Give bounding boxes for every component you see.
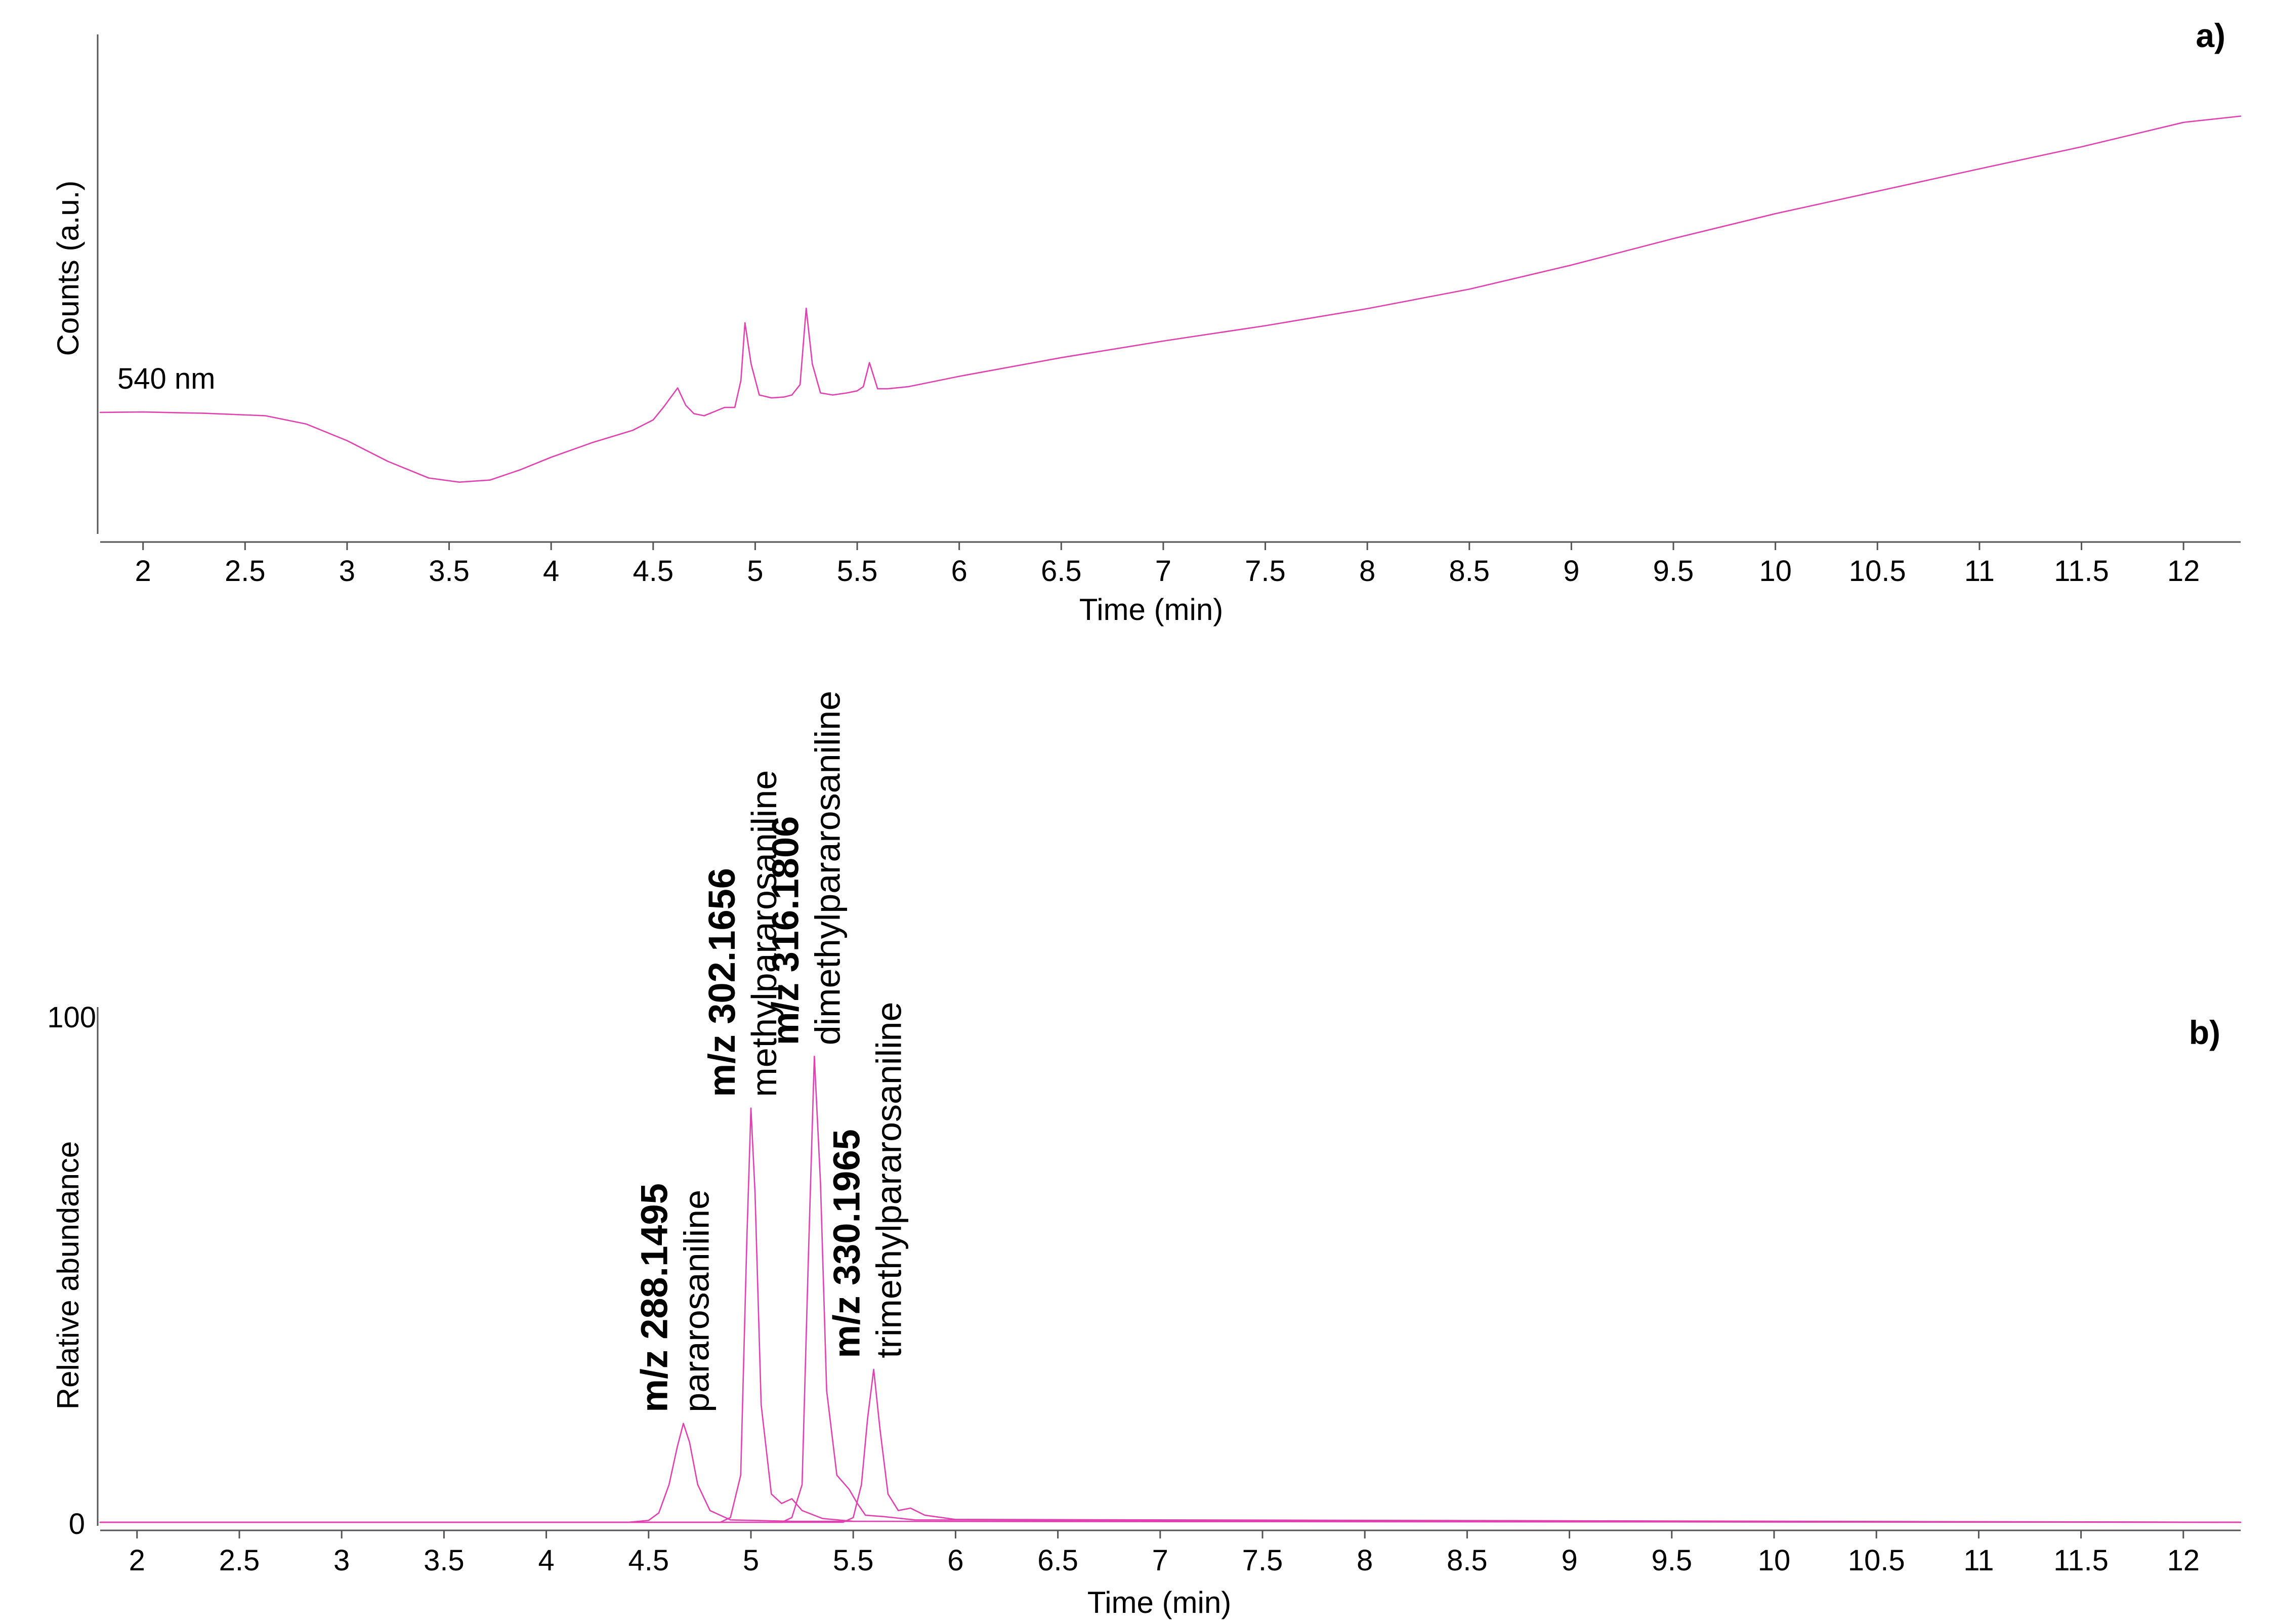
panel-b-x-tick-label: 7.5 <box>1242 1544 1283 1577</box>
panel-a-x-tick-label: 9.5 <box>1653 555 1694 588</box>
panel-a-traces <box>99 115 2242 483</box>
panel-b-y-tick-100: 100 <box>47 1001 96 1034</box>
panel-a-x-tick-label: 10 <box>1759 555 1792 588</box>
panel-b-x-ticks: 2 2.5 3 3.5 4 4.5 5 5.5 6 6.5 7 7.5 8 8.5 9 9.5 10 10.5 11… <box>129 1530 2200 1577</box>
panel-b-x-tick-label: 3 <box>333 1544 350 1577</box>
panel-b-trace-3 <box>99 1056 2242 1523</box>
panel-b-x-tick-label: 10 <box>1758 1544 1791 1577</box>
panel-b: 2 2.5 3 3.5 4 4.5 5 5.5 6 6.5 7 7.5 8 8.5 9 9.5 10 10.5 11… <box>47 691 2242 1619</box>
panel-a-x-tick-label: 11 <box>1964 555 1995 588</box>
panel-a-x-axis-title: Time (min) <box>1079 593 1223 627</box>
panel-a-x-tick-label: 8.5 <box>1449 555 1490 588</box>
panel-b-x-tick-label: 12 <box>2167 1544 2200 1577</box>
panel-b-x-tick-label: 8 <box>1357 1544 1373 1577</box>
panel-b-x-axis-title: Time (min) <box>1087 1586 1231 1619</box>
panel-a-trace-1 <box>99 115 2242 483</box>
peak-compound-label: methylpararosaniline <box>744 770 784 1097</box>
panel-b-x-tick-label: 9.5 <box>1651 1544 1692 1577</box>
panel-b-x-tick-label: 5.5 <box>833 1544 874 1577</box>
panel-b-x-tick-label: 8.5 <box>1447 1544 1488 1577</box>
panel-b-peak-annotations: m/z 288.1495 pararosaniline m/z 302.1656 me… <box>634 691 909 1412</box>
panel-a-x-tick-label: 3 <box>339 555 355 588</box>
panel-a-x-tick-label: 12 <box>2167 555 2200 588</box>
panel-b-x-tick-label: 5 <box>743 1544 759 1577</box>
panel-b-x-tick-label: 11.5 <box>2053 1544 2109 1577</box>
panel-a-x-tick-label: 7.5 <box>1245 555 1286 588</box>
panel-a: 2 2.5 3 3.5 4 4.5 5 5.5 6 6.5 7 7.5 8 8.5 9 9.5 10 10.5 11… <box>51 17 2242 627</box>
panel-a-x-tick-label: 8 <box>1359 555 1375 588</box>
panel-b-y-tick-0: 0 <box>69 1508 85 1540</box>
panel-b-trace-2 <box>99 1107 2242 1523</box>
panel-b-x-tick-label: 7 <box>1152 1544 1168 1577</box>
panel-a-trace-label: 540 nm <box>117 362 215 395</box>
panel-b-x-tick-label: 10.5 <box>1848 1544 1905 1577</box>
panel-a-x-tick-label: 7 <box>1155 555 1171 588</box>
panel-a-x-tick-label: 4.5 <box>633 555 674 588</box>
panel-a-x-tick-label: 9 <box>1563 555 1579 588</box>
panel-b-traces <box>99 1056 2242 1523</box>
panel-a-x-tick-label: 11.5 <box>2054 555 2109 588</box>
panel-b-trace-1 <box>99 1423 2242 1523</box>
panel-a-x-tick-label: 6.5 <box>1041 555 1082 588</box>
panel-a-x-tick-label: 5.5 <box>837 555 878 588</box>
panel-b-trace-4 <box>99 1368 2242 1523</box>
panel-a-x-tick-label: 2 <box>135 555 151 588</box>
panel-b-x-tick-label: 2 <box>129 1544 145 1577</box>
panel-b-x-tick-label: 11 <box>1963 1544 1994 1577</box>
panel-a-x-tick-label: 3.5 <box>429 555 470 588</box>
panel-a-x-tick-label: 2.5 <box>225 555 266 588</box>
panel-b-x-tick-label: 6 <box>947 1544 963 1577</box>
panel-a-x-tick-label: 5 <box>747 555 763 588</box>
panel-a-x-tick-label: 6 <box>951 555 968 588</box>
peak-compound-label: dimethylpararosaniline <box>808 691 847 1045</box>
panel-b-x-tick-label: 6.5 <box>1037 1544 1078 1577</box>
peak-compound-label: trimethylpararosaniline <box>869 1002 909 1358</box>
panel-a-x-tick-label: 10.5 <box>1849 555 1906 588</box>
panel-b-x-tick-label: 4 <box>538 1544 554 1577</box>
peak-mz-label: m/z 316.1806 <box>764 816 806 1046</box>
panel-b-x-tick-label: 2.5 <box>219 1544 260 1577</box>
panel-a-letter: a) <box>2196 17 2225 54</box>
peak-mz-label: m/z 330.1965 <box>826 1129 868 1358</box>
panel-b-x-tick-label: 4.5 <box>628 1544 669 1577</box>
peak-mz-label: m/z 302.1656 <box>701 868 743 1097</box>
peak-compound-label: pararosaniline <box>677 1190 717 1412</box>
panel-a-x-tick-label: 4 <box>543 555 559 588</box>
panel-a-x-ticks: 2 2.5 3 3.5 4 4.5 5 5.5 6 6.5 7 7.5 8 8.5 9 9.5 10 10.5 11… <box>135 542 2200 588</box>
panel-b-letter: b) <box>2189 1014 2220 1051</box>
panel-a-y-axis-title: Counts (a.u.) <box>51 181 85 356</box>
peak-mz-label: m/z 288.1495 <box>634 1183 676 1412</box>
panel-b-y-axis-title: Relative abundance <box>51 1141 85 1409</box>
panel-b-x-tick-label: 3.5 <box>424 1544 465 1577</box>
panel-b-x-tick-label: 9 <box>1561 1544 1577 1577</box>
